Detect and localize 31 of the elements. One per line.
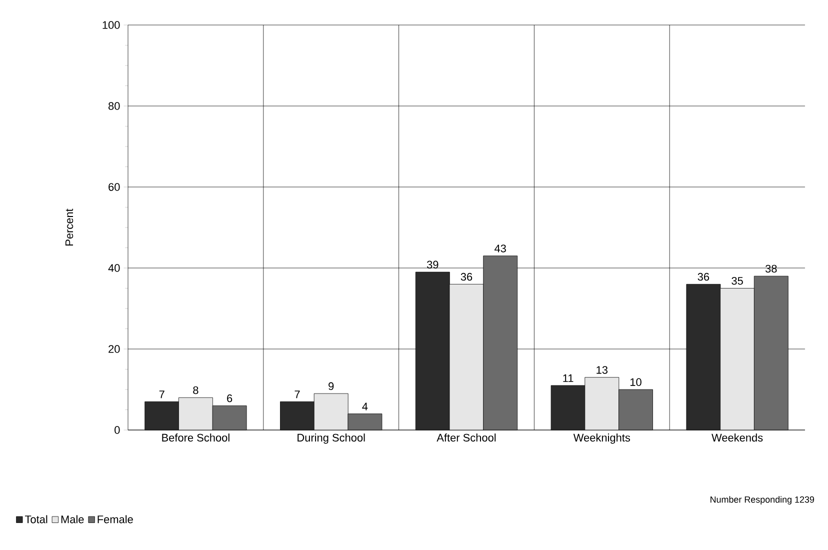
legend-label: Total xyxy=(24,515,48,524)
data-label: 35 xyxy=(732,276,743,285)
x-tick-label: After School xyxy=(436,434,496,442)
x-tick-label: Before School xyxy=(162,434,230,442)
data-label: 38 xyxy=(765,264,777,273)
legend-label: Male xyxy=(61,515,84,524)
data-label: 43 xyxy=(494,244,506,252)
y-tick-label: 40 xyxy=(108,264,120,272)
legend-label: Female xyxy=(98,515,133,524)
data-label: 11 xyxy=(563,374,574,382)
data-label: 9 xyxy=(328,382,334,390)
x-tick-label: Weekends xyxy=(712,434,763,442)
data-label: 39 xyxy=(426,260,438,269)
x-tick-label: Weeknights xyxy=(573,434,630,444)
data-label: 10 xyxy=(630,378,642,386)
data-label: 7 xyxy=(159,390,164,398)
data-label: 36 xyxy=(460,272,472,281)
y-tick-label: 60 xyxy=(108,183,120,191)
data-label: 6 xyxy=(227,394,232,402)
text: Number Responding 1239 xyxy=(710,496,814,504)
y-tick-label: 0 xyxy=(114,426,120,434)
y-tick-label: 20 xyxy=(108,345,120,353)
y-tick-label: 100 xyxy=(102,21,120,29)
data-label: 36 xyxy=(698,272,710,281)
x-tick-label: During School xyxy=(298,434,365,444)
data-label: 8 xyxy=(193,386,198,394)
y-tick-label: 80 xyxy=(108,102,120,110)
y-axis-title: Percent xyxy=(65,208,74,246)
data-label: 13 xyxy=(596,366,608,374)
data-label: 4 xyxy=(362,402,368,410)
data-label: 7 xyxy=(294,390,300,398)
